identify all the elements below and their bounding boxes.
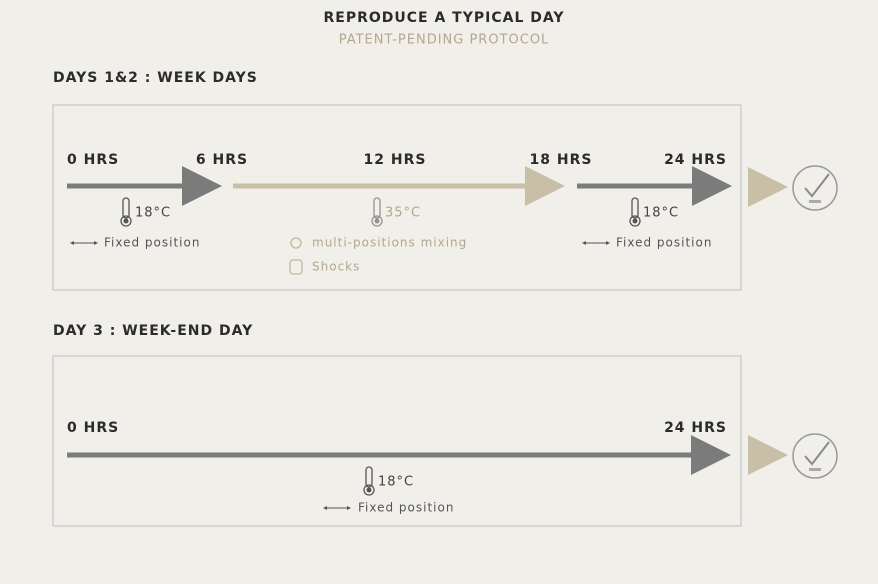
hour-label: 24 HRS <box>664 152 727 168</box>
thermometer-icon <box>371 197 383 227</box>
temperature: 35°C <box>385 206 421 221</box>
hour-label: 18 HRS <box>530 152 593 168</box>
clock-icon <box>792 433 838 479</box>
double-arrow-icon <box>581 240 611 246</box>
hour-label: 12 HRS <box>364 152 427 168</box>
note: multi-positions mixing <box>312 236 467 250</box>
thermometer-icon <box>363 466 375 496</box>
mixing-icon <box>290 237 302 249</box>
hour-label: 0 HRS <box>67 420 119 436</box>
subtitle: PATENT-PENDING PROTOCOL <box>339 33 550 48</box>
note: Fixed position <box>104 236 200 250</box>
panel <box>52 104 742 291</box>
title: REPRODUCE A TYPICAL DAY <box>323 10 564 26</box>
note: Fixed position <box>616 236 712 250</box>
section-label: DAY 3 : WEEK-END DAY <box>53 323 253 339</box>
note: Fixed position <box>358 501 454 515</box>
hour-label: 0 HRS <box>67 152 119 168</box>
temperature: 18°C <box>378 475 414 490</box>
section-label: DAYS 1&2 : WEEK DAYS <box>53 70 258 86</box>
note: Shocks <box>312 260 360 274</box>
double-arrow-icon <box>322 505 352 511</box>
hour-label: 24 HRS <box>664 420 727 436</box>
clock-icon <box>792 165 838 211</box>
shock-icon <box>289 259 303 275</box>
temperature: 18°C <box>135 206 171 221</box>
double-arrow-icon <box>69 240 99 246</box>
thermometer-icon <box>120 197 132 227</box>
temperature: 18°C <box>643 206 679 221</box>
panel <box>52 355 742 527</box>
thermometer-icon <box>629 197 641 227</box>
hour-label: 6 HRS <box>196 152 248 168</box>
